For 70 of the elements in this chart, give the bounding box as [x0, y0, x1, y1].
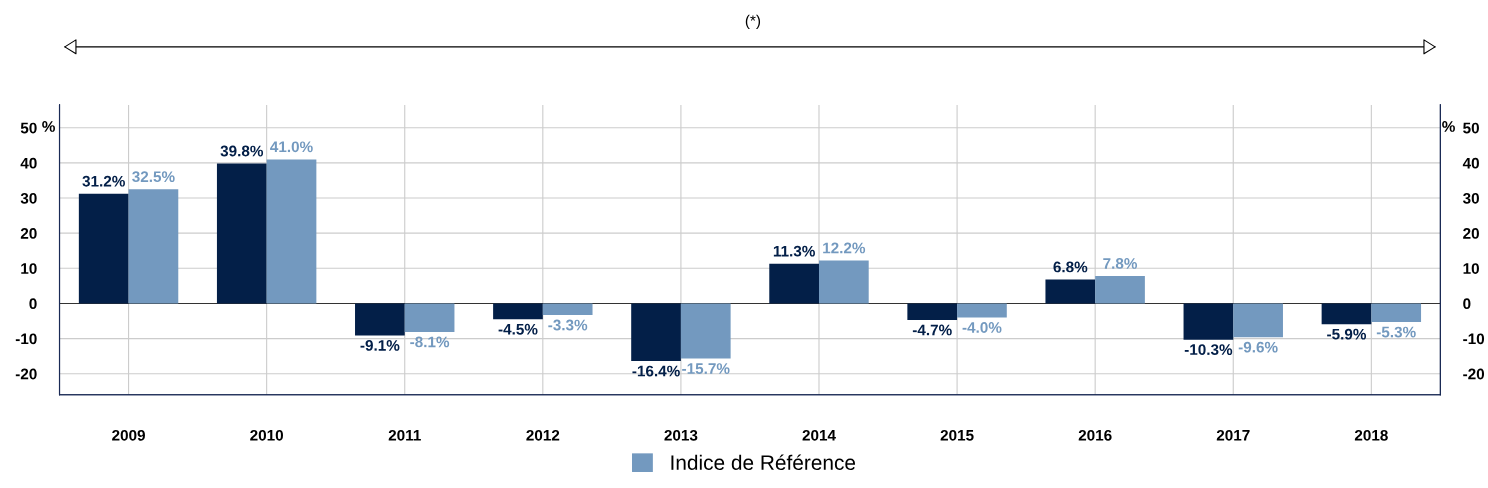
- y2-axis-title: %: [1442, 121, 1455, 132]
- y-tick-label: 20: [20, 228, 37, 239]
- bar: [128, 189, 179, 304]
- bar: [631, 303, 681, 362]
- y2-tick-label: 50: [1463, 122, 1479, 134]
- bar: [1233, 303, 1283, 338]
- bar: [769, 263, 819, 304]
- y2-tick-label: -20: [1463, 368, 1485, 380]
- y-tick-label: 0: [29, 298, 37, 310]
- y2-tick-label: -10: [1463, 333, 1485, 345]
- y-tick-label: 50: [20, 122, 37, 134]
- y2-tick-label: 0: [1463, 298, 1471, 310]
- bar: [404, 303, 455, 332]
- bar: [907, 303, 958, 320]
- bar: [1045, 279, 1096, 304]
- x-tick-label: 2010: [250, 429, 284, 441]
- legend-label: Indice de Référence: [671, 454, 856, 471]
- data-label: -16.4%: [632, 365, 680, 377]
- x-tick-label: 2011: [388, 429, 421, 441]
- data-label: 6.8%: [1053, 261, 1088, 273]
- text: (*): [745, 14, 761, 30]
- bar: [493, 303, 543, 320]
- y2-tick-label: 20: [1463, 228, 1479, 239]
- data-label: -15.7%: [682, 363, 730, 374]
- data-label: 41.0%: [270, 141, 313, 153]
- bar: [1371, 303, 1422, 323]
- y2-tick-label: 10: [1463, 263, 1479, 274]
- data-label: 12.2%: [823, 242, 866, 254]
- data-label: 39.8%: [220, 145, 264, 157]
- data-label: 7.8%: [1103, 258, 1138, 269]
- y-tick-label: 10: [21, 263, 37, 274]
- bar: [216, 163, 267, 304]
- data-label: -3.3%: [548, 319, 588, 331]
- x-tick-label: 2013: [664, 429, 698, 441]
- y2-tick-label: 30: [1462, 192, 1479, 204]
- x-tick-label: 2015: [940, 429, 974, 441]
- data-label: 11.3%: [773, 245, 815, 257]
- bar: [1095, 276, 1145, 304]
- data-label: -4.7%: [912, 324, 952, 336]
- bar: [680, 303, 731, 359]
- y-tick-label: -20: [15, 368, 37, 380]
- y-tick-label: 40: [20, 157, 37, 169]
- bar: [1183, 303, 1234, 340]
- bar: [1321, 303, 1372, 325]
- y-tick-label: -10: [15, 333, 37, 345]
- data-label: 32.5%: [132, 171, 175, 183]
- bar: [957, 303, 1007, 318]
- x-tick-label: 2014: [802, 429, 836, 441]
- x-tick-label: 2017: [1216, 429, 1250, 441]
- x-tick-label: 2012: [526, 429, 560, 441]
- bar: [78, 193, 129, 304]
- bar: [542, 303, 593, 316]
- x-tick-label: 2009: [112, 429, 145, 441]
- bar: [355, 303, 405, 336]
- data-label: -9.6%: [1238, 341, 1278, 353]
- bar: [266, 159, 317, 304]
- x-tick-label: 2016: [1078, 429, 1112, 441]
- bar: [819, 260, 869, 304]
- data-label: -5.9%: [1327, 328, 1367, 340]
- y2-tick-label: 40: [1462, 157, 1479, 169]
- data-label: -9.1%: [360, 339, 400, 351]
- data-label: -5.3%: [1376, 326, 1416, 338]
- y-tick-label: 30: [20, 192, 37, 204]
- y-axis-title: %: [42, 121, 55, 132]
- x-tick-label: 2018: [1354, 429, 1388, 441]
- data-label: -10.3%: [1184, 344, 1233, 356]
- data-label: 31.2%: [82, 175, 125, 187]
- data-label: -4.0%: [962, 322, 1002, 333]
- data-label: -4.5%: [498, 323, 538, 335]
- data-label: -8.1%: [410, 336, 450, 348]
